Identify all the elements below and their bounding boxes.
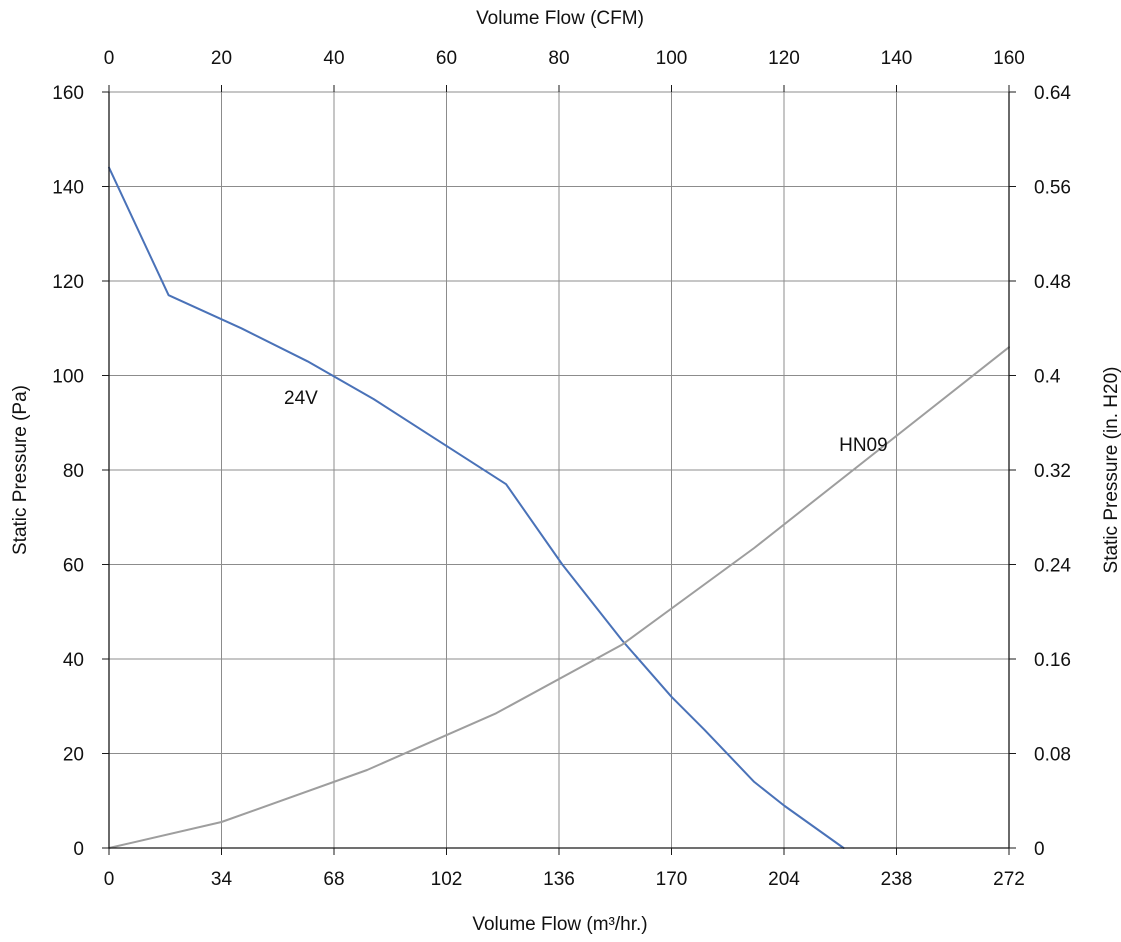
y-right-tick-label: 0.48: [1034, 272, 1071, 293]
x-bottom-axis-title: Volume Flow (m³/hr.): [472, 914, 647, 935]
y-left-tick-label: 100: [52, 367, 84, 388]
x-bottom-tick-label: 34: [211, 869, 233, 890]
y-right-tick-label: 0.56: [1034, 178, 1071, 199]
x-bottom-tick-label: 272: [993, 869, 1025, 890]
y-left-tick-label: 60: [63, 556, 84, 577]
y-left-tick-label: 80: [63, 461, 84, 482]
y-right-tick-label: 0.16: [1034, 650, 1071, 671]
x-top-tick-label: 20: [211, 48, 232, 69]
series-line-hn09: [108, 346, 1010, 849]
y-left-tick-label: 20: [63, 745, 84, 766]
series-label-hn09: HN09: [839, 435, 888, 456]
series-lines: [108, 166, 1010, 849]
x-top-tick-label: 140: [881, 48, 913, 69]
y-left-axis-title: Static Pressure (Pa): [10, 385, 31, 555]
x-bottom-tick-label: 136: [543, 869, 575, 890]
y-right-tick-label: 0.4: [1034, 367, 1061, 388]
series-line-24v: [108, 166, 845, 849]
y-right-axis-title: Static Pressure (in. H20): [1101, 367, 1121, 574]
y-right-tick-label: 0.32: [1034, 461, 1071, 482]
x-top-tick-label: 40: [323, 48, 344, 69]
x-bottom-tick-label: 0: [104, 869, 115, 890]
x-bottom-tick-label: 68: [323, 869, 344, 890]
x-top-tick-label: 160: [993, 48, 1025, 69]
x-bottom-tick-label: 204: [768, 869, 800, 890]
y-left-tick-label: 0: [73, 839, 84, 860]
x-top-tick-label: 60: [436, 48, 457, 69]
x-bottom-tick-label: 102: [431, 869, 463, 890]
series-label-24v: 24V: [284, 388, 318, 409]
x-top-tick-label: 120: [768, 48, 800, 69]
y-right-tick-label: 0: [1034, 839, 1045, 860]
x-bottom-tick-label: 170: [656, 869, 688, 890]
x-bottom-tick-label: 238: [881, 869, 913, 890]
y-left-tick-label: 120: [52, 272, 84, 293]
chart-text: Volume Flow (CFM) Volume Flow (m³/hr.) S…: [10, 8, 1121, 935]
y-left-tick-label: 160: [52, 83, 84, 104]
y-right-tick-label: 0.64: [1034, 83, 1071, 104]
x-top-tick-label: 0: [104, 48, 115, 69]
x-top-tick-label: 100: [656, 48, 688, 69]
y-left-tick-label: 140: [52, 178, 84, 199]
y-right-tick-label: 0.24: [1034, 556, 1071, 577]
y-right-tick-label: 0.08: [1034, 745, 1071, 766]
y-left-tick-label: 40: [63, 650, 84, 671]
axes: [102, 85, 1016, 855]
grid: [108, 91, 1010, 849]
x-top-axis-title: Volume Flow (CFM): [476, 8, 644, 29]
x-top-tick-label: 80: [548, 48, 569, 69]
